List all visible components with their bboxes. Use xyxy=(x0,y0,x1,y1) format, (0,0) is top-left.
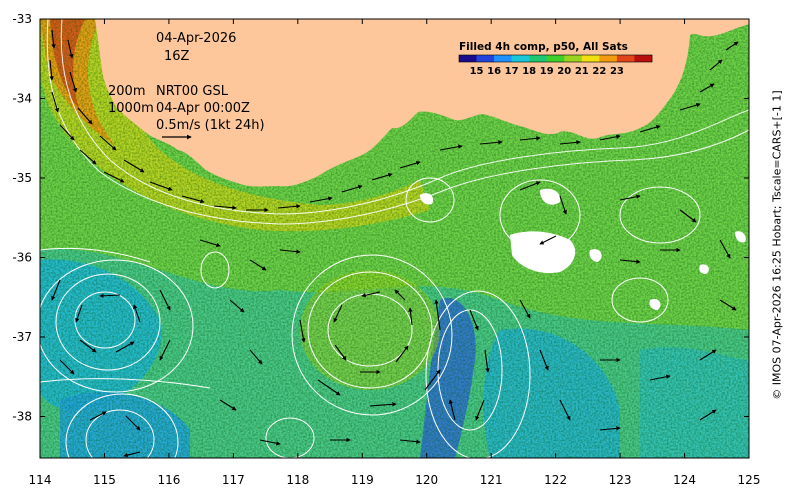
colorbar-swatches xyxy=(459,55,653,62)
y-tick-label: -33 xyxy=(12,12,32,26)
colorbar-label: 21 xyxy=(575,66,589,77)
colorbar: Filled 4h comp, p50, All Sats 15 16 17 18 19… xyxy=(458,41,653,77)
x-tick-label: 122 xyxy=(544,473,567,487)
sst-field xyxy=(40,19,749,458)
x-tick-label: 118 xyxy=(286,473,309,487)
colorbar-label: 18 xyxy=(522,66,536,77)
x-tick-label: 125 xyxy=(738,473,761,487)
colorbar-label: 23 xyxy=(610,66,624,77)
colorbar-swatch xyxy=(529,55,548,62)
y-axis: -33 -34 -35 -36 -37 -38 xyxy=(12,12,749,424)
hour-label: 16Z xyxy=(164,49,190,64)
x-axis: 114 115 116 117 118 119 120 121 122 123 124 125 xyxy=(29,19,761,487)
x-tick-label: 114 xyxy=(29,473,52,487)
colorbar-swatch xyxy=(599,55,618,62)
y-tick-label: -34 xyxy=(12,92,32,106)
colorbar-frame xyxy=(458,54,653,63)
colorbar-swatch xyxy=(476,55,495,62)
x-tick-label: 121 xyxy=(480,473,503,487)
x-tick-label: 124 xyxy=(673,473,696,487)
x-tick-label: 119 xyxy=(351,473,374,487)
cloud-gaps xyxy=(420,188,746,310)
y-tick-label: -37 xyxy=(12,330,32,344)
colorbar-label: 19 xyxy=(540,66,554,77)
velocity-vectors xyxy=(49,29,739,458)
bathymetry-contours xyxy=(46,19,749,225)
y-tick-label: -38 xyxy=(12,410,32,424)
colorbar-labels: 15 16 17 18 19 20 21 22 23 xyxy=(470,66,624,77)
colorbar-swatch xyxy=(634,55,653,62)
colorbar-swatch xyxy=(511,55,530,62)
colorbar-swatch xyxy=(494,55,512,62)
depth-1000-label: 1000m xyxy=(108,101,154,116)
colorbar-swatch xyxy=(546,55,565,62)
y-tick-label: -35 xyxy=(12,171,32,185)
x-tick-label: 123 xyxy=(609,473,632,487)
colorbar-swatch xyxy=(459,55,477,62)
x-tick-label: 116 xyxy=(157,473,180,487)
date-label: 04-Apr-2026 xyxy=(156,31,236,46)
y-tick-label: -36 xyxy=(12,251,32,265)
product-label: NRT00 GSL xyxy=(156,84,229,99)
scale-label: 0.5m/s (1kt 24h) xyxy=(156,118,265,133)
ssh-contours xyxy=(40,177,701,458)
colorbar-swatch xyxy=(564,55,583,62)
colorbar-label: 16 xyxy=(487,66,501,77)
colorbar-swatch xyxy=(581,55,600,62)
depth-200-label: 200m xyxy=(108,84,145,99)
current-date-label: 04-Apr 00:00Z xyxy=(156,101,250,116)
colorbar-label: 15 xyxy=(470,66,484,77)
x-tick-label: 117 xyxy=(222,473,245,487)
colorbar-label: 20 xyxy=(557,66,571,77)
colorbar-label: 17 xyxy=(505,66,519,77)
colorbar-title: Filled 4h comp, p50, All Sats xyxy=(459,41,628,53)
x-tick-label: 115 xyxy=(93,473,116,487)
x-tick-label: 120 xyxy=(415,473,438,487)
plot-frame xyxy=(39,18,750,459)
colorbar-label: 22 xyxy=(592,66,606,77)
side-caption: © IMOS 07-Apr-2026 16:25 Hobart; Tscale=… xyxy=(770,90,784,400)
colorbar-swatch xyxy=(616,55,635,62)
